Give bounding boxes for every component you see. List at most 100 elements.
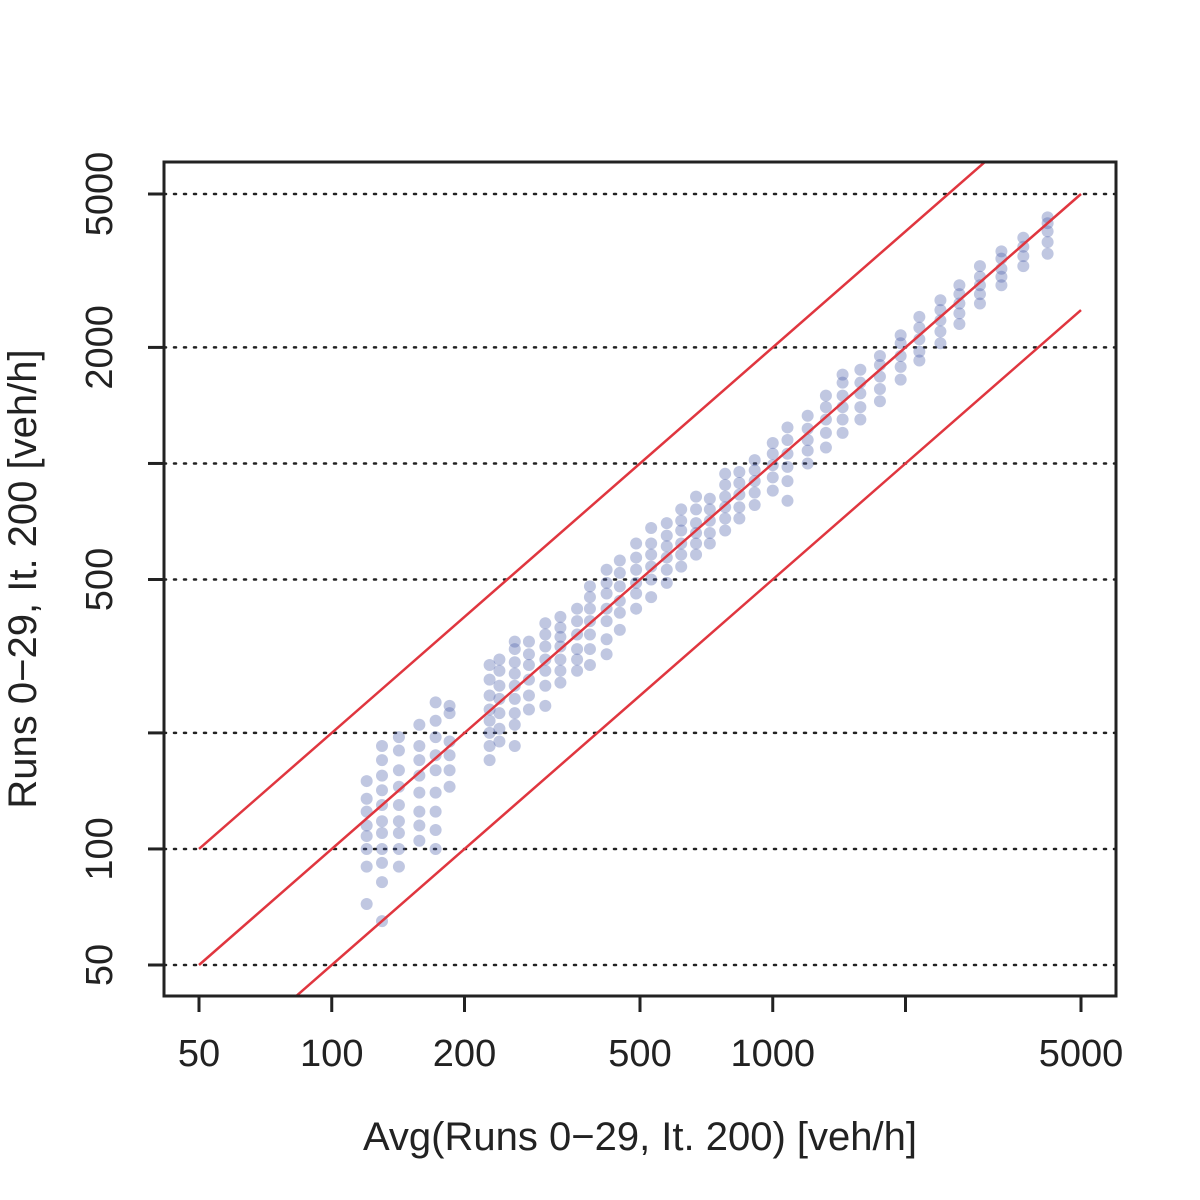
y-tick-label: 100	[79, 817, 121, 880]
data-point	[934, 294, 947, 307]
data-point	[539, 617, 552, 630]
data-point	[508, 679, 521, 692]
data-point	[583, 591, 596, 604]
data-point	[360, 775, 373, 788]
data-point	[522, 689, 535, 702]
x-tick-label: 50	[178, 1033, 220, 1075]
data-point	[429, 714, 442, 727]
data-point	[522, 703, 535, 716]
data-point	[645, 548, 658, 561]
data-point	[522, 648, 535, 661]
data-point	[376, 876, 389, 889]
data-point	[913, 345, 926, 358]
data-point	[934, 337, 947, 350]
data-point	[429, 842, 442, 855]
data-point	[973, 297, 986, 310]
data-point	[913, 321, 926, 334]
data-point	[819, 426, 832, 439]
data-point	[613, 566, 626, 579]
data-point	[429, 805, 442, 818]
y-tick-label: 5000	[79, 152, 121, 237]
data-point	[660, 529, 673, 542]
data-point	[443, 749, 456, 762]
data-point	[493, 692, 506, 705]
data-point	[376, 769, 389, 782]
data-point	[583, 659, 596, 672]
data-point	[733, 512, 746, 525]
data-point	[630, 602, 643, 615]
data-point	[429, 786, 442, 799]
x-tick-label: 1000	[730, 1033, 815, 1075]
data-point	[719, 490, 732, 503]
data-point	[690, 517, 703, 530]
data-point	[613, 623, 626, 636]
data-point	[413, 739, 426, 752]
data-point	[1041, 236, 1054, 249]
data-point	[539, 699, 552, 712]
data-point	[934, 325, 947, 338]
data-point	[508, 667, 521, 680]
data-point	[613, 554, 626, 567]
data-point	[600, 648, 613, 661]
data-point	[748, 454, 761, 467]
data-point	[690, 527, 703, 540]
data-point	[376, 754, 389, 767]
data-point	[493, 735, 506, 748]
data-point	[953, 307, 966, 320]
data-point	[360, 792, 373, 805]
data-point	[766, 471, 779, 484]
data-point	[429, 731, 442, 744]
data-point	[483, 689, 496, 702]
data-point	[781, 460, 794, 473]
data-point	[973, 279, 986, 292]
data-point	[703, 537, 716, 550]
data-point	[392, 860, 405, 873]
data-point	[645, 573, 658, 586]
data-point	[583, 602, 596, 615]
data-point	[913, 333, 926, 346]
data-point	[675, 560, 688, 573]
reference-lines	[198, 162, 1082, 996]
data-point	[600, 563, 613, 576]
data-point	[443, 764, 456, 777]
data-point	[554, 653, 567, 666]
data-point	[660, 563, 673, 576]
data-point	[360, 842, 373, 855]
data-point	[645, 537, 658, 550]
reference-line	[198, 193, 1082, 966]
data-point	[539, 679, 552, 692]
data-point	[493, 653, 506, 666]
data-point	[645, 522, 658, 535]
data-point	[660, 540, 673, 553]
data-point	[554, 630, 567, 643]
data-point	[953, 279, 966, 292]
data-point	[719, 478, 732, 491]
data-point	[539, 653, 552, 666]
data-point	[836, 426, 849, 439]
data-point	[483, 739, 496, 752]
data-point	[703, 527, 716, 540]
data-point	[392, 826, 405, 839]
data-point	[630, 551, 643, 564]
data-point	[819, 413, 832, 426]
data-point	[508, 718, 521, 731]
data-point	[583, 643, 596, 656]
data-point	[539, 628, 552, 641]
x-tick-label: 5000	[1039, 1033, 1124, 1075]
data-point	[801, 444, 814, 457]
data-point	[1041, 247, 1054, 260]
data-point	[493, 679, 506, 692]
data-point	[522, 635, 535, 648]
data-point	[583, 615, 596, 628]
data-point	[690, 548, 703, 561]
data-point	[508, 739, 521, 752]
data-point	[429, 749, 442, 762]
data-point	[413, 819, 426, 832]
data-point	[571, 643, 584, 656]
data-point	[675, 524, 688, 537]
data-point	[508, 692, 521, 705]
data-point	[748, 499, 761, 512]
data-point	[554, 640, 567, 653]
data-point	[360, 830, 373, 843]
data-point	[913, 310, 926, 323]
